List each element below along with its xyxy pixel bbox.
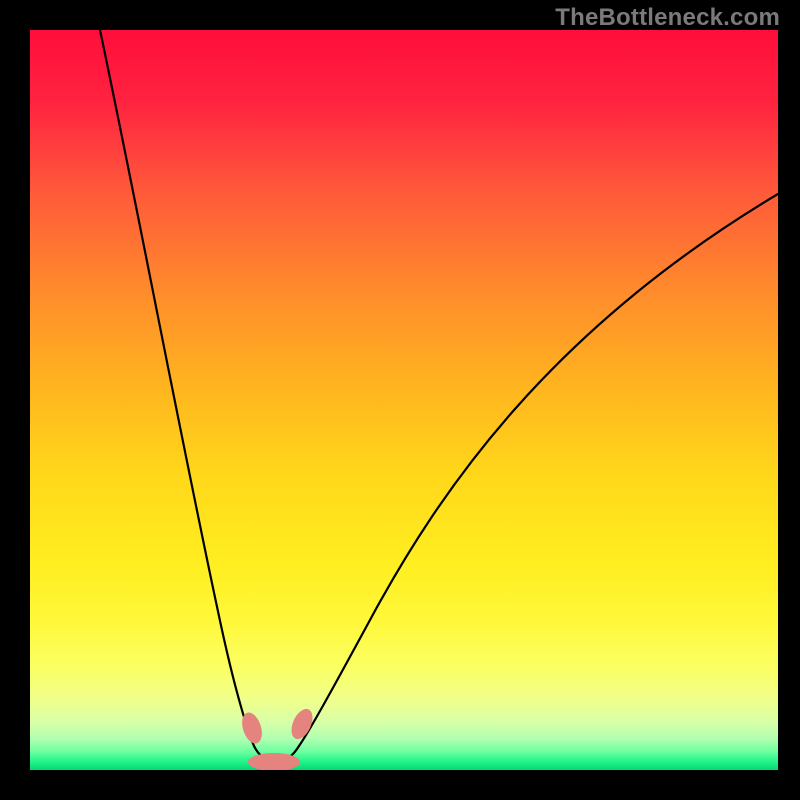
plot-area [30, 30, 778, 770]
watermark-text: TheBottleneck.com [555, 4, 780, 32]
bottleneck-chart [30, 30, 778, 770]
gradient-background [30, 30, 778, 770]
